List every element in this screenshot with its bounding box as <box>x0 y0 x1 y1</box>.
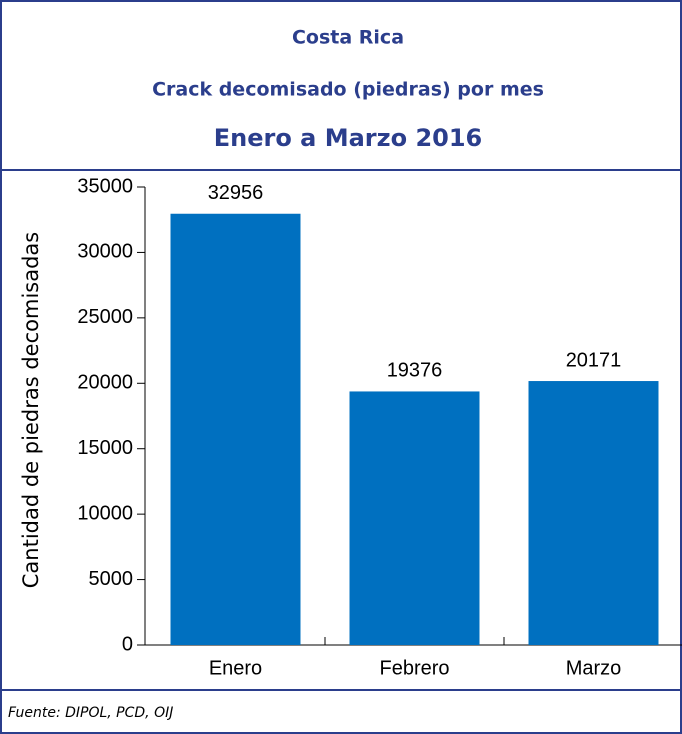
y-tick-label: 30000 <box>77 241 133 263</box>
y-tick-label: 15000 <box>77 437 133 459</box>
x-tick-label: Enero <box>209 657 262 679</box>
y-tick-label: 25000 <box>77 306 133 328</box>
data-label: 20171 <box>566 349 622 371</box>
x-tick-label: Febrero <box>379 657 449 679</box>
y-tick-label: 5000 <box>89 568 134 590</box>
data-label: 32956 <box>208 182 264 204</box>
y-tick-label: 0 <box>122 633 133 655</box>
bar <box>170 213 301 645</box>
y-tick-label: 20000 <box>77 372 133 394</box>
x-tick-label: Marzo <box>566 657 622 679</box>
y-axis-label: Cantidad de piedras decomisadas <box>19 232 43 588</box>
y-tick-label: 35000 <box>77 175 133 197</box>
source-note: Fuente: DIPOL, PCD, OIJ <box>8 705 173 721</box>
y-tick-label: 10000 <box>77 502 133 524</box>
bar <box>349 391 480 645</box>
data-label: 19376 <box>387 360 443 382</box>
bar <box>528 381 659 645</box>
chart-subtitle: Crack decomisado (piedras) por mes <box>152 79 544 101</box>
chart-title: Costa Rica <box>292 27 404 49</box>
chart-period: Enero a Marzo 2016 <box>214 124 483 152</box>
